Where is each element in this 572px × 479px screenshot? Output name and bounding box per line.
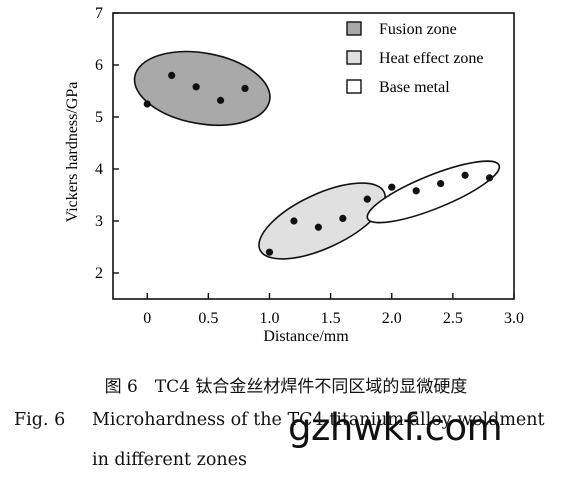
x-tick-label: 2.0 (382, 310, 402, 327)
data-point (485, 174, 494, 182)
data-point (216, 96, 225, 104)
y-axis-label: Vickers hardness/GPa (64, 82, 81, 223)
x-tick-label: 0.5 (198, 310, 218, 327)
x-tick-label: 2.5 (443, 310, 463, 327)
figure-number: Fig. 6 (14, 410, 66, 430)
zone-ellipse (258, 182, 386, 260)
x-tick-label: 3.0 (504, 310, 524, 327)
x-tick-label: 1.0 (259, 310, 279, 327)
legend-swatch (346, 21, 362, 36)
legend-label: Heat effect zone (379, 50, 484, 67)
data-point (290, 217, 298, 225)
data-point (168, 71, 176, 79)
x-axis-label: Distance/mm (263, 328, 349, 345)
legend-label: Base metal (379, 79, 450, 96)
hardness-chart: 2 3 4 5 6 7 0 0.5 1.0 1.5 2.0 2.5 3.0 Fusion zone Heat… (64, 5, 524, 345)
x-tick-label: 1.5 (321, 310, 341, 327)
data-point (192, 83, 200, 91)
data-point (412, 187, 420, 195)
plot-area: 2 3 4 5 6 7 0 0.5 1.0 1.5 2.0 2.5 3.0 Fusion zone Heat… (95, 5, 524, 327)
y-tick-label: 3 (95, 213, 103, 230)
y-tick-label: 6 (95, 57, 103, 74)
x-tick-label: 0 (143, 310, 151, 327)
y-tick-label: 7 (95, 5, 103, 22)
plot-frame (112, 12, 515, 300)
data-point (339, 214, 347, 222)
figure-caption-en: Fig. 6 Microhardness of the TC4 titanium … (14, 410, 545, 430)
data-point (388, 183, 396, 191)
figure-caption-cn: 图 6 TC4 钛合金丝材焊件不同区域的显微硬度 (104, 377, 468, 397)
data-point (461, 171, 469, 179)
figure-caption-en-line1: Microhardness of the TC4 titanium alloy … (92, 410, 545, 430)
data-point (363, 195, 371, 203)
legend-label: Fusion zone (379, 21, 457, 38)
y-tick-label: 4 (95, 161, 103, 178)
legend-swatch (346, 50, 362, 65)
data-point (314, 223, 322, 231)
figure-caption-en-line2: in different zones (92, 450, 247, 470)
watermark: gzhwkf.com (288, 406, 503, 449)
zone-ellipse (133, 50, 271, 126)
legend-swatch (346, 79, 362, 94)
data-point (265, 248, 274, 256)
data-point (143, 100, 151, 108)
y-tick-label: 2 (95, 265, 103, 282)
data-point (437, 179, 445, 188)
data-point (241, 84, 249, 92)
y-tick-label: 5 (95, 109, 103, 126)
